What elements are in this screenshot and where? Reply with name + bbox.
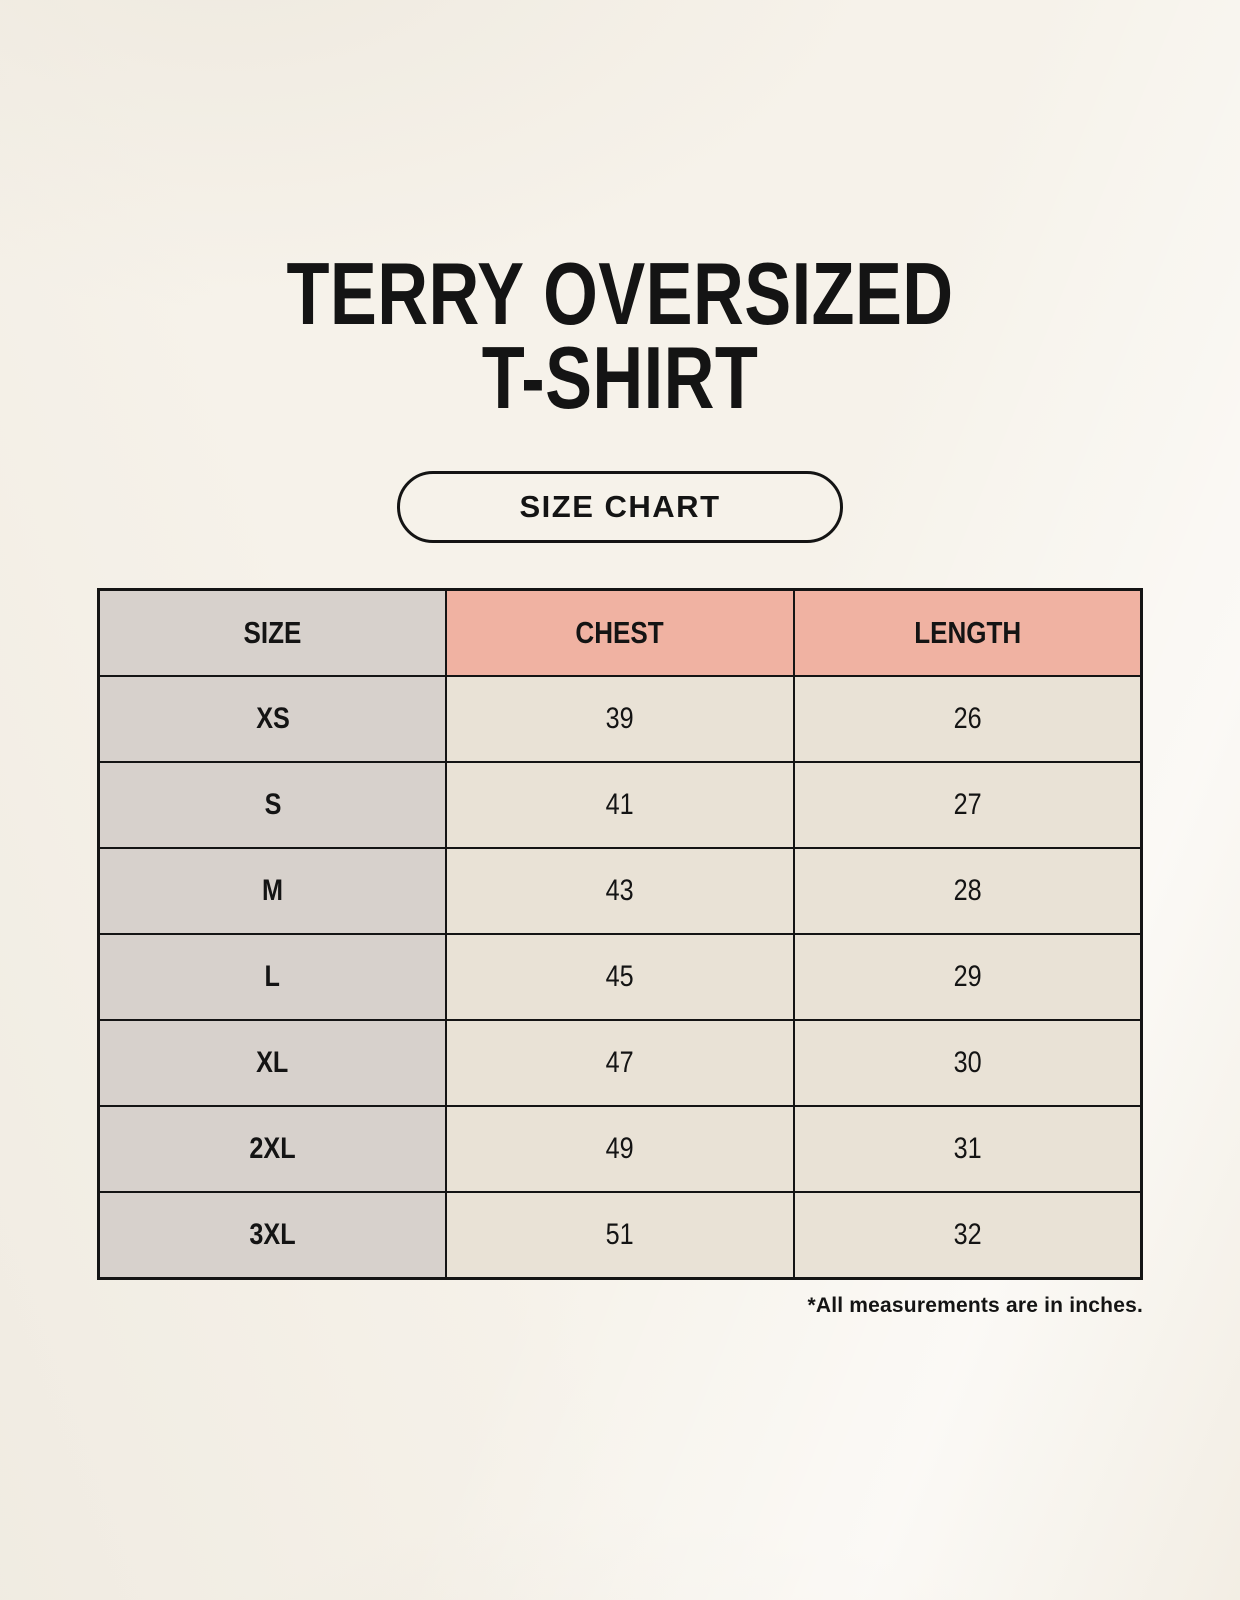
- length-cell: 30: [792, 1019, 1143, 1108]
- size-cell: XS: [97, 675, 448, 764]
- size-cell: 2XL: [97, 1105, 448, 1194]
- length-cell: 31: [792, 1105, 1143, 1194]
- chest-cell: 47: [445, 1019, 795, 1108]
- size-chart-button-label: SIZE CHART: [519, 489, 721, 525]
- page-title: TERRY OVERSIZED T-SHIRT: [0, 0, 1240, 427]
- length-cell-value: 28: [953, 874, 982, 908]
- table-row: M 43 28: [97, 847, 1143, 936]
- chest-cell-value: 43: [605, 874, 635, 908]
- size-cell: 3XL: [97, 1191, 448, 1280]
- table-header-row: SIZE CHEST LENGTH: [97, 588, 1143, 678]
- table-row: L 45 29: [97, 933, 1143, 1022]
- chest-cell: 49: [445, 1105, 795, 1194]
- size-cell-label: XL: [256, 1046, 289, 1080]
- size-cell-label: S: [264, 788, 281, 822]
- chest-cell-value: 45: [605, 960, 635, 994]
- header-chest: CHEST: [445, 588, 795, 678]
- length-cell: 27: [792, 761, 1143, 850]
- chest-cell-value: 41: [605, 788, 635, 822]
- footnote-container: *All measurements are in inches.: [97, 1294, 1143, 1318]
- header-length: LENGTH: [792, 588, 1143, 678]
- header-chest-label: CHEST: [575, 615, 665, 651]
- chest-cell: 51: [445, 1191, 795, 1280]
- size-cell-label: 3XL: [249, 1218, 296, 1252]
- length-cell-value: 27: [953, 788, 982, 822]
- size-cell: L: [97, 933, 448, 1022]
- length-cell-value: 32: [953, 1218, 982, 1252]
- size-cell-label: M: [262, 874, 284, 908]
- chest-cell-value: 39: [605, 702, 635, 736]
- size-chart-button[interactable]: SIZE CHART: [397, 471, 843, 544]
- chest-cell-value: 49: [605, 1132, 635, 1166]
- size-cell-label: XS: [255, 702, 290, 736]
- length-cell-value: 31: [953, 1132, 982, 1166]
- chest-cell-value: 47: [605, 1046, 635, 1080]
- page-title-line-1: TERRY OVERSIZED: [286, 244, 954, 343]
- length-cell: 28: [792, 847, 1143, 936]
- header-size-label: SIZE: [243, 615, 302, 651]
- size-chart-table: SIZE CHEST LENGTH XS 39 26 S 41 27 M: [97, 588, 1143, 1281]
- header-length-label: LENGTH: [913, 615, 1021, 651]
- table-row: 2XL 49 31: [97, 1105, 1143, 1194]
- length-cell-value: 26: [953, 702, 982, 736]
- length-cell-value: 29: [953, 960, 982, 994]
- length-cell-value: 30: [953, 1046, 982, 1080]
- table-row: XL 47 30: [97, 1019, 1143, 1108]
- size-cell-label: L: [264, 960, 281, 994]
- chest-cell: 43: [445, 847, 795, 936]
- chest-cell: 41: [445, 761, 795, 850]
- table-row: XS 39 26: [97, 675, 1143, 764]
- length-cell: 32: [792, 1191, 1143, 1280]
- measurements-footnote: *All measurements are in inches.: [807, 1294, 1143, 1318]
- size-cell: M: [97, 847, 448, 936]
- length-cell: 29: [792, 933, 1143, 1022]
- table-row: 3XL 51 32: [97, 1191, 1143, 1280]
- size-cell: XL: [97, 1019, 448, 1108]
- table-row: S 41 27: [97, 761, 1143, 850]
- chest-cell: 39: [445, 675, 795, 764]
- chest-cell: 45: [445, 933, 795, 1022]
- page-title-line-2: T-SHIRT: [481, 327, 759, 427]
- size-cell: S: [97, 761, 448, 850]
- size-cell-label: 2XL: [249, 1132, 296, 1166]
- header-size: SIZE: [97, 588, 448, 678]
- chest-cell-value: 51: [605, 1218, 635, 1252]
- length-cell: 26: [792, 675, 1143, 764]
